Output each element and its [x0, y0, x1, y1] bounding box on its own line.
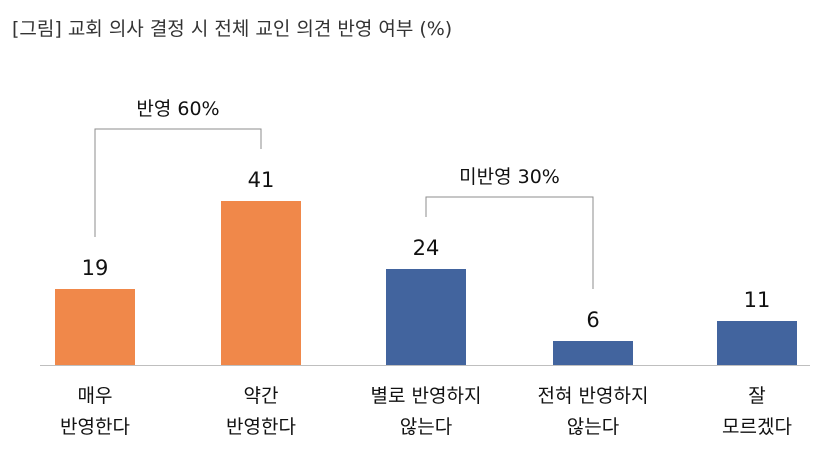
category-label: 않는다	[567, 416, 619, 438]
group-bracket	[94, 128, 262, 237]
group-label: 반영 60%	[136, 98, 219, 120]
bar	[553, 341, 633, 365]
category-label: 않는다	[400, 416, 452, 438]
category-label: 별로 반영하지	[371, 385, 482, 407]
category-label: 매우	[78, 385, 113, 407]
category-label: 잘	[748, 385, 765, 407]
group-bracket	[425, 196, 594, 289]
bar	[221, 201, 301, 365]
data-label: 41	[248, 168, 275, 192]
bar	[55, 289, 135, 365]
data-label: 24	[413, 236, 440, 260]
data-label: 6	[586, 308, 599, 332]
bar	[386, 269, 466, 365]
chart-title: [그림] 교회 의사 결정 시 전체 교인 의견 반영 여부 (%)	[12, 18, 453, 40]
category-label: 전혀 반영하지	[538, 385, 649, 407]
category-label: 약간	[244, 385, 279, 407]
group-label: 미반영 30%	[459, 166, 560, 188]
category-label: 모르겠다	[722, 416, 792, 438]
data-label: 19	[82, 256, 109, 280]
category-label: 반영한다	[60, 416, 130, 438]
data-label: 11	[744, 288, 771, 312]
bar	[717, 321, 797, 365]
category-label: 반영한다	[226, 416, 296, 438]
